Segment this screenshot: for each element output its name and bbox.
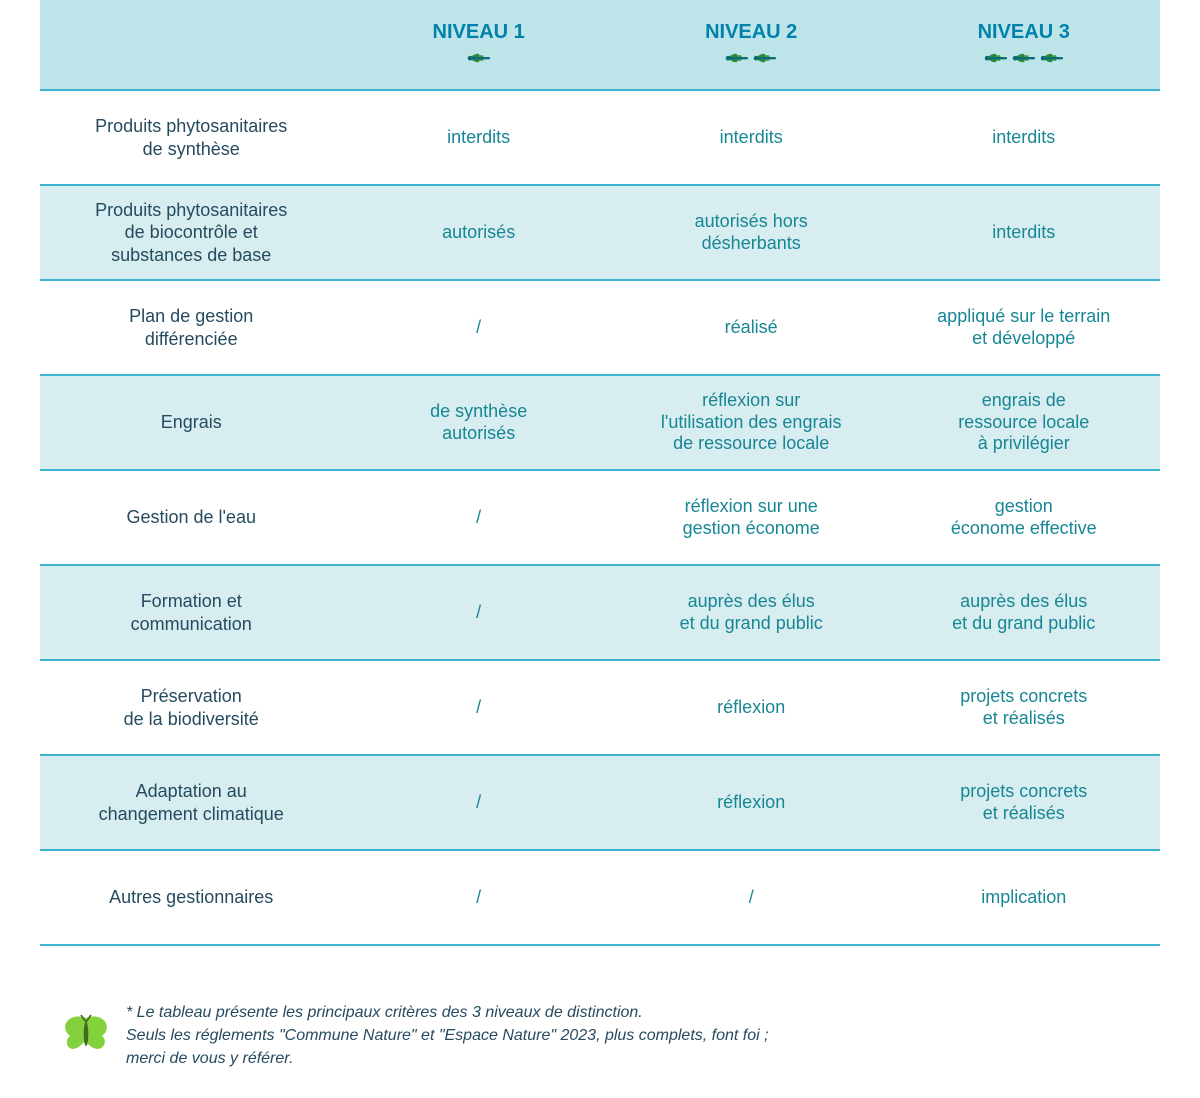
- table-row: Produits phytosanitaires de synthèseinte…: [40, 90, 1160, 185]
- level-2-cell: /: [615, 850, 888, 945]
- criteria-table: NIVEAU 1 NIVEAU 2 NIVEAU 3 Produits phyt…: [40, 0, 1160, 946]
- dragonfly-icon: [752, 48, 778, 68]
- header-label: NIVEAU 1: [342, 21, 615, 44]
- level-3-cell: implication: [887, 850, 1160, 945]
- level-1-cell: /: [342, 850, 615, 945]
- header-label: NIVEAU 3: [887, 21, 1160, 44]
- table-row: Produits phytosanitaires de biocontrôle …: [40, 185, 1160, 280]
- level-1-cell: interdits: [342, 90, 615, 185]
- table-body: Produits phytosanitaires de synthèseinte…: [40, 90, 1160, 945]
- header-niveau-2: NIVEAU 2: [615, 0, 888, 90]
- dragonfly-icon: [466, 48, 492, 68]
- level-2-cell: réalisé: [615, 280, 888, 375]
- level-2-cell: réflexion: [615, 755, 888, 850]
- header-icons-2: [615, 48, 888, 68]
- level-2-cell: auprès des élus et du grand public: [615, 565, 888, 660]
- table-row: Autres gestionnaires//implication: [40, 850, 1160, 945]
- header-icons-3: [887, 48, 1160, 68]
- criteria-cell: Gestion de l'eau: [40, 470, 342, 565]
- level-2-cell: réflexion: [615, 660, 888, 755]
- header-label: NIVEAU 2: [615, 21, 888, 44]
- criteria-cell: Plan de gestion différenciée: [40, 280, 342, 375]
- level-1-cell: /: [342, 660, 615, 755]
- level-3-cell: gestion économe effective: [887, 470, 1160, 565]
- table-row: Engraisde synthèse autorisésréflexion su…: [40, 375, 1160, 470]
- level-3-cell: interdits: [887, 90, 1160, 185]
- table-row: Plan de gestion différenciée/réaliséappl…: [40, 280, 1160, 375]
- header-blank: [40, 0, 342, 90]
- table-header-row: NIVEAU 1 NIVEAU 2 NIVEAU 3: [40, 0, 1160, 90]
- footnote-text: * Le tableau présente les principaux cri…: [126, 1001, 769, 1071]
- level-1-cell: autorisés: [342, 185, 615, 280]
- level-2-cell: réflexion sur l'utilisation des engrais …: [615, 375, 888, 470]
- criteria-cell: Produits phytosanitaires de synthèse: [40, 90, 342, 185]
- table-row: Gestion de l'eau/réflexion sur une gesti…: [40, 470, 1160, 565]
- level-1-cell: /: [342, 280, 615, 375]
- criteria-cell: Adaptation au changement climatique: [40, 755, 342, 850]
- level-3-cell: appliqué sur le terrain et développé: [887, 280, 1160, 375]
- level-1-cell: de synthèse autorisés: [342, 375, 615, 470]
- level-1-cell: /: [342, 755, 615, 850]
- table-row: Adaptation au changement climatique/réfl…: [40, 755, 1160, 850]
- dragonfly-icon: [1011, 48, 1037, 68]
- level-3-cell: engrais de ressource locale à privilégie…: [887, 375, 1160, 470]
- level-1-cell: /: [342, 470, 615, 565]
- dragonfly-icon: [724, 48, 750, 68]
- level-3-cell: projets concrets et réalisés: [887, 660, 1160, 755]
- dragonfly-icon: [983, 48, 1009, 68]
- level-3-cell: auprès des élus et du grand public: [887, 565, 1160, 660]
- criteria-cell: Formation et communication: [40, 565, 342, 660]
- table-row: Préservation de la biodiversité/réflexio…: [40, 660, 1160, 755]
- level-3-cell: projets concrets et réalisés: [887, 755, 1160, 850]
- header-niveau-1: NIVEAU 1: [342, 0, 615, 90]
- criteria-cell: Produits phytosanitaires de biocontrôle …: [40, 185, 342, 280]
- header-niveau-3: NIVEAU 3: [887, 0, 1160, 90]
- level-2-cell: interdits: [615, 90, 888, 185]
- level-3-cell: interdits: [887, 185, 1160, 280]
- header-icons-1: [342, 48, 615, 68]
- level-2-cell: réflexion sur une gestion économe: [615, 470, 888, 565]
- level-2-cell: autorisés hors désherbants: [615, 185, 888, 280]
- criteria-cell: Autres gestionnaires: [40, 850, 342, 945]
- table-row: Formation et communication/auprès des él…: [40, 565, 1160, 660]
- level-1-cell: /: [342, 565, 615, 660]
- dragonfly-icon: [1039, 48, 1065, 68]
- criteria-cell: Préservation de la biodiversité: [40, 660, 342, 755]
- criteria-cell: Engrais: [40, 375, 342, 470]
- footnote: * Le tableau présente les principaux cri…: [40, 1001, 1160, 1071]
- butterfly-icon: [60, 1012, 112, 1060]
